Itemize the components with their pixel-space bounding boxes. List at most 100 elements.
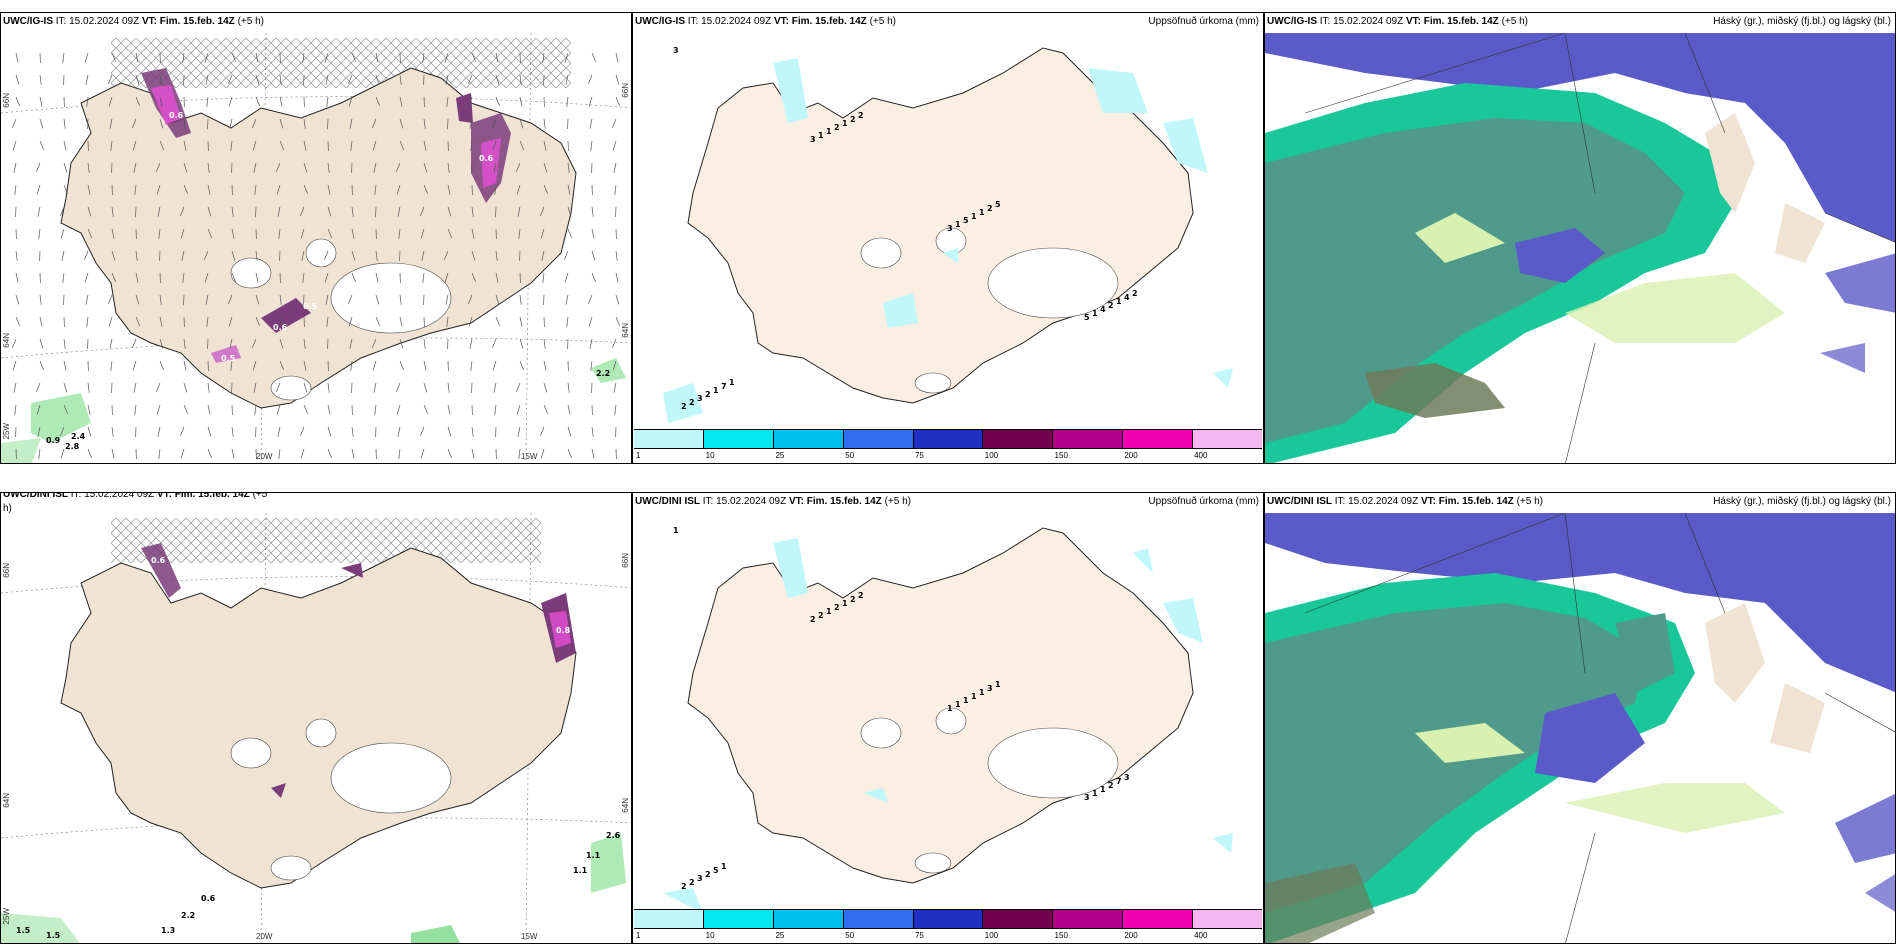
- wind-barb: [108, 96, 113, 107]
- precip-label: 0.6: [151, 556, 166, 565]
- wind-barb: [540, 206, 545, 217]
- wind-barb: [492, 118, 497, 129]
- wind-barb: [84, 250, 89, 261]
- wind-barb: [423, 338, 426, 349]
- colorbar-tick-label: 50: [845, 451, 855, 460]
- colorbar-tick-label: 200: [1124, 931, 1138, 940]
- wind-barb: [325, 294, 329, 305]
- panel-wind-precip-igis: UWC/IG-IS IT: 15.02.2024 09Z VT: Fim. 15…: [0, 12, 632, 464]
- panel-header: UWC/DINI ISL IT: 15.02.2024 09Z VT: Fim.…: [3, 492, 268, 500]
- precip-label: 1.3: [161, 926, 175, 935]
- precip-label: 2: [1108, 301, 1114, 310]
- precip-label: 0.9: [46, 436, 61, 445]
- wind-barb: [567, 448, 572, 459]
- precip-label: 5: [963, 216, 969, 225]
- wind-barb: [133, 162, 137, 173]
- wind-barb: [276, 404, 281, 415]
- wind-barb: [492, 338, 497, 349]
- wind-barb: [63, 360, 67, 371]
- wind-barb: [135, 250, 138, 261]
- colorbar-segment: [913, 910, 984, 928]
- wind-barb: [158, 228, 161, 239]
- map-wind-barbs: 0.6 0.5 0.6 0.5 0.6 0.9 2.4 2.8 2.2: [1, 32, 631, 463]
- wind-barb: [229, 118, 233, 129]
- wind-barb: [36, 162, 41, 173]
- precip-label: 3: [673, 46, 679, 55]
- precip-label: 2: [858, 111, 864, 120]
- colorbar-tick-label: 10: [705, 451, 715, 460]
- wind-barb: [207, 184, 211, 195]
- wind-barb: [567, 184, 571, 195]
- map-wind-barbs: 0.6 1.1 1.1 0.6 2.2 1.3 1.5 1.5 2.6 0.8: [1, 512, 631, 943]
- wind-barb: [12, 360, 17, 371]
- wind-barb: [493, 382, 497, 393]
- wind-barb: [492, 140, 497, 151]
- wind-barb: [85, 74, 89, 85]
- wind-barb: [303, 118, 306, 129]
- wind-barb: [183, 382, 188, 393]
- wind-barb: [279, 294, 282, 305]
- wind-barb: [495, 96, 500, 107]
- wind-barb: [420, 448, 425, 459]
- lat-label: 66N: [621, 83, 630, 98]
- colorbar-tick-label: 10: [705, 931, 715, 940]
- wind-barb: [567, 206, 572, 217]
- wind-barb: [590, 140, 593, 151]
- colorbar-segment: [1123, 910, 1194, 928]
- wind-barb: [135, 74, 140, 85]
- wind-barb: [375, 96, 380, 107]
- wind-barb: [567, 162, 570, 173]
- wind-barb: [279, 74, 282, 85]
- wind-barb: [375, 74, 380, 85]
- wind-barb: [519, 140, 524, 151]
- wind-barb: [351, 426, 354, 437]
- panel-header: UWC/DINI ISL IT: 15.02.2024 09Z VT: Fim.…: [635, 496, 911, 507]
- wind-barb: [471, 52, 476, 63]
- wind-barb: [351, 250, 356, 261]
- wind-barb: [567, 404, 571, 415]
- wind-barb: [564, 272, 569, 283]
- wind-barb: [135, 272, 139, 283]
- wind-barb: [447, 162, 450, 173]
- wind-barb: [110, 360, 113, 371]
- wind-barb: [39, 338, 44, 349]
- wind-barb: [327, 184, 331, 195]
- wind-barb: [589, 118, 593, 129]
- wind-barb: [325, 74, 329, 85]
- wind-barb: [588, 96, 593, 107]
- colorbar-tick-label: 50: [845, 931, 855, 940]
- wind-barb: [156, 382, 161, 393]
- wind-barb: [278, 448, 281, 459]
- wind-barb: [615, 294, 620, 305]
- wind-barb: [591, 228, 595, 239]
- map-cloud-cover: [1265, 32, 1895, 463]
- iceland-landmass: [687, 527, 1194, 884]
- wind-barb: [444, 250, 449, 261]
- wind-barb: [447, 184, 451, 195]
- lat-label: 64N: [2, 793, 11, 808]
- precip-label: 4: [1124, 293, 1130, 302]
- wind-barb: [279, 338, 284, 349]
- lat-label: 66N: [2, 563, 11, 578]
- panel-wind-precip-dini: UWC/DINI ISL IT: 15.02.2024 09Z VT: Fim.…: [0, 492, 632, 944]
- map-cloud-cover: [1265, 512, 1895, 943]
- precip-label: 2: [1132, 289, 1138, 298]
- precip-label: 1: [995, 680, 1001, 689]
- wind-barb: [135, 96, 140, 107]
- wind-barb: [301, 250, 305, 261]
- wind-barb: [86, 316, 89, 327]
- precip-label: 1.1: [586, 851, 601, 860]
- wind-barb: [252, 140, 257, 151]
- wind-barb: [181, 250, 185, 261]
- wind-barb: [445, 74, 449, 85]
- colorbar-tick-label: 1: [635, 451, 641, 460]
- precip-label: 2: [810, 615, 816, 624]
- wind-barb: [255, 52, 259, 63]
- colorbar-tick-label: 200: [1124, 451, 1138, 460]
- wind-barb: [84, 272, 89, 283]
- wind-barb: [423, 184, 428, 195]
- wind-barb: [111, 272, 116, 283]
- colorbar-segment: [634, 430, 704, 448]
